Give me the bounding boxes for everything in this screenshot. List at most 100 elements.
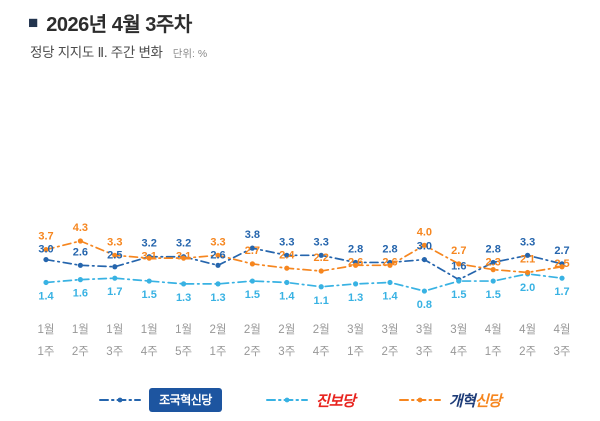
- data-point-조국혁신당: [490, 259, 496, 266]
- x-axis-label-week: 4주: [450, 346, 467, 358]
- data-point-조국혁신당: [77, 262, 83, 268]
- value-label: 1.6: [451, 261, 466, 273]
- value-label: 3.3: [520, 236, 535, 248]
- legend-line-sample-joguk: [99, 397, 142, 403]
- data-point-개혁신당: [559, 264, 565, 270]
- x-axis-label-month: 3월: [416, 323, 433, 336]
- data-point-조국혁신당: [112, 264, 118, 270]
- x-axis-label-month: 4월: [554, 323, 571, 336]
- value-label: 2.8: [348, 243, 363, 255]
- x-axis-label-month: 3월: [347, 323, 364, 336]
- data-point-진보당: [387, 279, 393, 286]
- value-label: 3.3: [314, 236, 329, 248]
- legend-label-part: 개혁: [448, 392, 476, 410]
- value-label: 1.5: [451, 289, 466, 301]
- subtitle-row: 정당 지지도 Ⅱ. 주간 변화 단위: %: [30, 41, 207, 61]
- data-point-개혁신당: [181, 255, 187, 261]
- value-label: 2.8: [486, 243, 501, 255]
- value-label: 3.1: [176, 251, 191, 263]
- data-point-진보당: [353, 281, 359, 287]
- value-label: 2.6: [210, 249, 225, 261]
- series-line-개혁신당: [45, 240, 563, 274]
- value-label: 1.7: [554, 286, 569, 298]
- legend-line-sample-gaehyuk: [398, 397, 441, 403]
- value-label: 3.2: [176, 238, 191, 250]
- x-axis-label-month: 1월: [38, 323, 55, 336]
- page-title: 2026년 4월 3주차: [46, 14, 192, 36]
- x-axis-label-week: 4주: [313, 346, 330, 358]
- value-label: 1.5: [486, 289, 501, 301]
- value-label: 2.4: [279, 249, 295, 261]
- value-label: 2.0: [520, 282, 535, 294]
- data-point-개혁신당: [318, 268, 324, 274]
- x-axis-label-week: 2주: [72, 346, 89, 358]
- value-label: 3.3: [107, 236, 122, 248]
- value-label: 1.3: [210, 292, 225, 304]
- value-label: 1.4: [279, 290, 295, 302]
- data-point-진보당: [318, 284, 324, 290]
- data-point-진보당: [146, 278, 152, 284]
- value-label: 3.3: [279, 236, 294, 248]
- value-label: 2.3: [486, 256, 501, 268]
- value-label: 1.6: [73, 288, 88, 300]
- legend-label-joguk: 조국혁신당: [149, 388, 222, 412]
- x-axis-label-month: 1월: [175, 323, 192, 336]
- x-axis-label-month: 4월: [485, 323, 502, 336]
- data-point-진보당: [249, 278, 255, 284]
- data-point-조국혁신당: [525, 252, 531, 258]
- value-label: 3.2: [142, 238, 157, 250]
- series-line-진보당: [45, 273, 563, 292]
- x-axis-label-week: 3주: [278, 346, 295, 358]
- value-label: 2.6: [348, 256, 363, 268]
- x-axis-label-month: 2월: [244, 323, 261, 336]
- data-point-개혁신당: [146, 255, 152, 261]
- x-axis-label-week: 2주: [382, 346, 399, 358]
- data-point-조국혁신당: [421, 256, 427, 263]
- x-axis-label-month: 2월: [210, 323, 227, 336]
- data-point-진보당: [112, 275, 118, 281]
- data-point-개혁신당: [284, 265, 290, 271]
- value-label: 2.7: [245, 245, 260, 257]
- data-point-진보당: [43, 279, 49, 286]
- value-label: 1.3: [176, 292, 191, 304]
- data-point-조국혁신당: [318, 252, 324, 258]
- value-label: 1.5: [245, 289, 260, 301]
- value-label: 2.7: [451, 245, 466, 257]
- data-point-조국혁신당: [43, 256, 49, 263]
- x-axis-label-month: 1월: [106, 323, 123, 336]
- x-axis-label-week: 2주: [519, 346, 536, 358]
- header: ■ 2026년 4월 3주차: [28, 8, 192, 37]
- value-label: 2.2: [314, 252, 329, 264]
- legend-item-jinbo: 진보당: [265, 390, 356, 411]
- value-label: 2.5: [107, 249, 122, 261]
- value-label: 0.8: [417, 299, 432, 311]
- value-label: 3.1: [142, 251, 157, 263]
- x-axis-label-month: 3월: [382, 323, 399, 336]
- value-label: 2.8: [382, 243, 397, 255]
- x-axis-label-month: 3월: [450, 323, 467, 336]
- data-point-진보당: [421, 288, 427, 294]
- legend-label-gaehyuk: 개혁신당: [448, 390, 502, 411]
- data-point-진보당: [77, 277, 83, 283]
- x-axis-label-month: 2월: [313, 323, 330, 336]
- value-label: 2.6: [382, 256, 397, 268]
- chart-legend: 조국혁신당 진보당 개혁신당: [0, 388, 600, 412]
- x-axis-label-week: 1주: [485, 346, 502, 358]
- legend-item-joguk: 조국혁신당: [99, 388, 222, 412]
- x-axis-label-week: 1주: [38, 346, 55, 358]
- value-label: 1.1: [314, 295, 329, 307]
- value-label: 2.7: [554, 245, 569, 257]
- legend-label-jinbo: 진보당: [315, 392, 356, 410]
- x-axis-label-week: 4주: [141, 346, 158, 358]
- party-support-line-chart: 3.73.01.44.32.61.63.32.51.73.23.11.53.23…: [38, 222, 571, 358]
- data-point-개혁신당: [525, 269, 531, 276]
- data-point-진보당: [284, 279, 290, 286]
- value-label: 2.6: [73, 246, 88, 258]
- data-point-개혁신당: [421, 242, 427, 248]
- data-point-개혁신당: [387, 262, 393, 268]
- data-point-조국혁신당: [284, 252, 290, 258]
- value-label: 1.5: [142, 289, 157, 301]
- x-axis-label-week: 3주: [416, 346, 433, 358]
- data-point-진보당: [490, 278, 496, 284]
